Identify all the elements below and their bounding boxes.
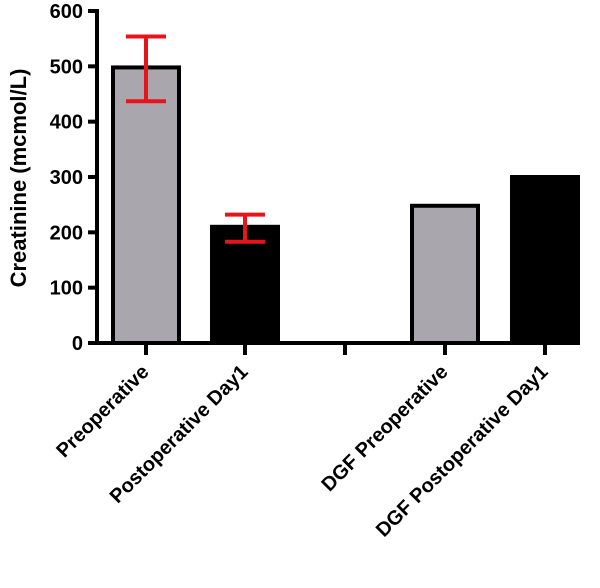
bar-3 <box>410 203 480 345</box>
bar-4 <box>510 175 580 345</box>
y-tick-label-100: 100 <box>50 278 83 300</box>
x-category-label-4: DGF Postoperative Day1 <box>372 361 553 542</box>
chart-bars <box>111 65 580 345</box>
chart-error-bars <box>126 34 265 244</box>
bar-1 <box>210 224 280 345</box>
y-tick-label-0: 0 <box>72 333 83 355</box>
y-tick-label-500: 500 <box>50 56 83 78</box>
y-axis-label: Creatinine (mcmol/L) <box>6 69 31 288</box>
y-tick-label-200: 200 <box>50 222 83 244</box>
y-tick-label-600: 600 <box>50 1 83 23</box>
bar-0 <box>111 65 181 345</box>
y-tick-label-400: 400 <box>50 112 83 134</box>
y-tick-label-300: 300 <box>50 167 83 189</box>
x-category-label-0: Preoperative <box>52 361 153 462</box>
